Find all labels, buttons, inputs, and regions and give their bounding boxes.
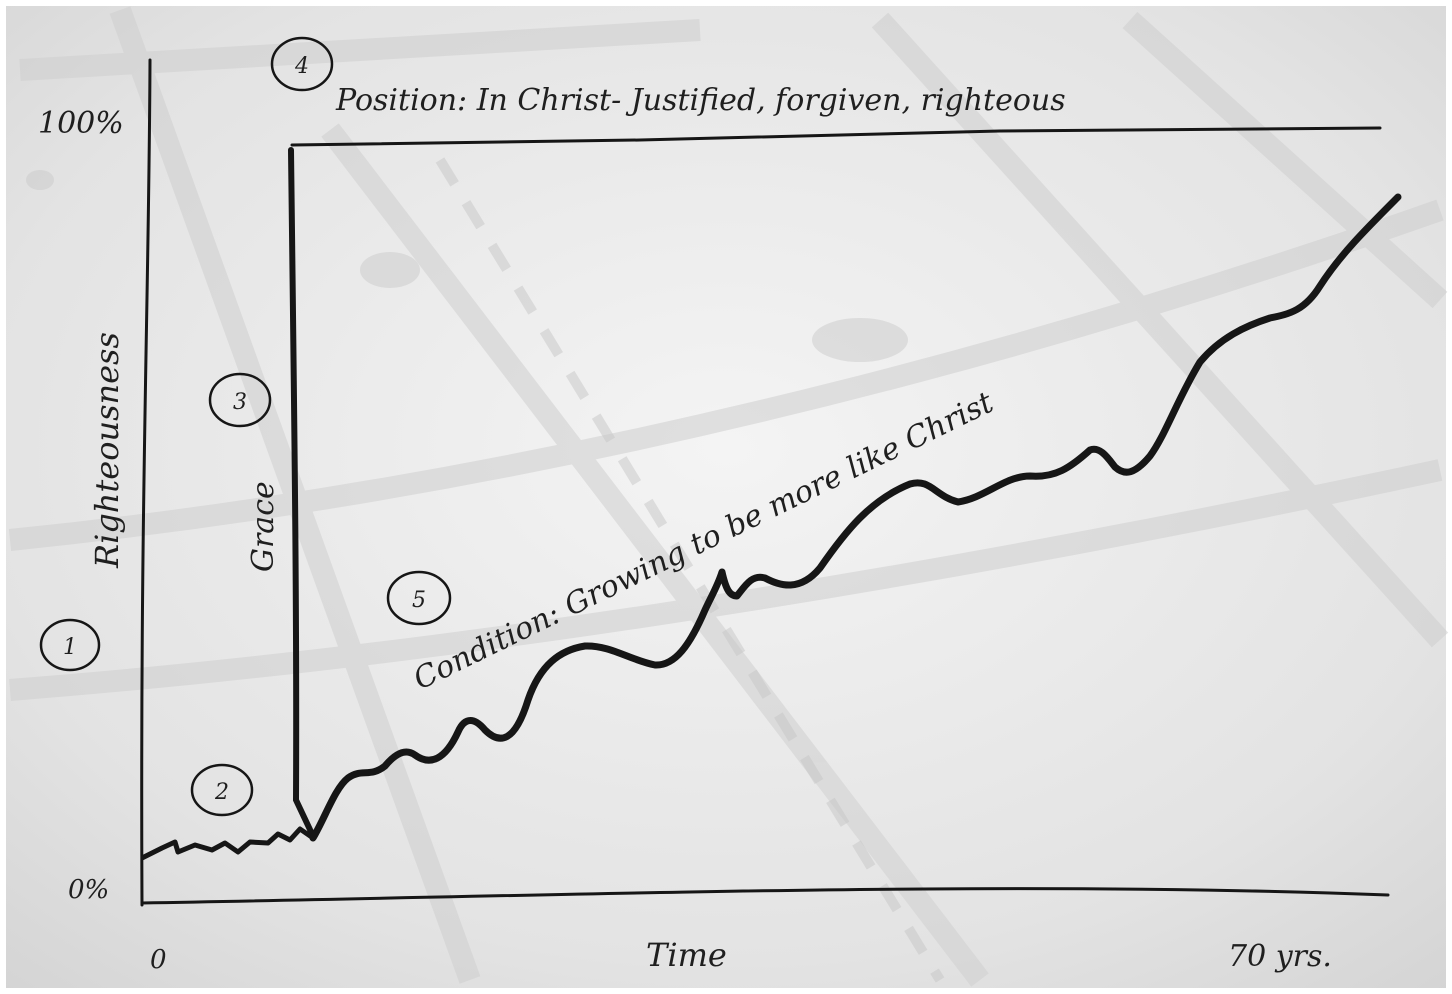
axes	[140, 58, 1390, 907]
x-axis-start-label: 0	[150, 945, 167, 975]
marker-4-circle	[270, 36, 334, 92]
x-axis-line	[140, 887, 1390, 905]
marker-2-circle	[190, 763, 254, 817]
marker-4: 4	[270, 36, 334, 92]
background-texture	[6, 6, 1449, 988]
grace-line	[288, 147, 316, 839]
grace-label: Grace	[246, 481, 281, 572]
marker-3-circle	[208, 372, 272, 428]
marker-5: 5	[386, 570, 452, 626]
y-axis-label: Righteousness	[88, 332, 126, 569]
marker-1: 1	[39, 618, 101, 672]
marker-2: 2	[190, 763, 254, 817]
y-axis-line	[140, 58, 152, 907]
position-line	[290, 126, 1382, 147]
marker-1-circle	[39, 618, 101, 672]
x-axis-label: Time	[646, 936, 727, 974]
marker-3-number: 3	[233, 390, 247, 415]
marker-5-circle	[386, 570, 452, 626]
condition-line	[309, 193, 1402, 842]
x-axis-end-label: 70 yrs.	[1228, 939, 1332, 974]
marker-2-number: 2	[214, 780, 229, 805]
y-axis-bottom-label: 0%	[68, 875, 109, 905]
marker-1-number: 1	[63, 635, 77, 660]
y-axis-top-label: 100%	[38, 106, 124, 141]
marker-3: 3	[208, 372, 272, 428]
marker-5-number: 5	[412, 588, 426, 613]
pre-grace-line	[140, 826, 315, 861]
position-label: Position: In Christ- Justified, forgiven…	[335, 83, 1066, 118]
marker-4-number: 4	[294, 54, 309, 79]
